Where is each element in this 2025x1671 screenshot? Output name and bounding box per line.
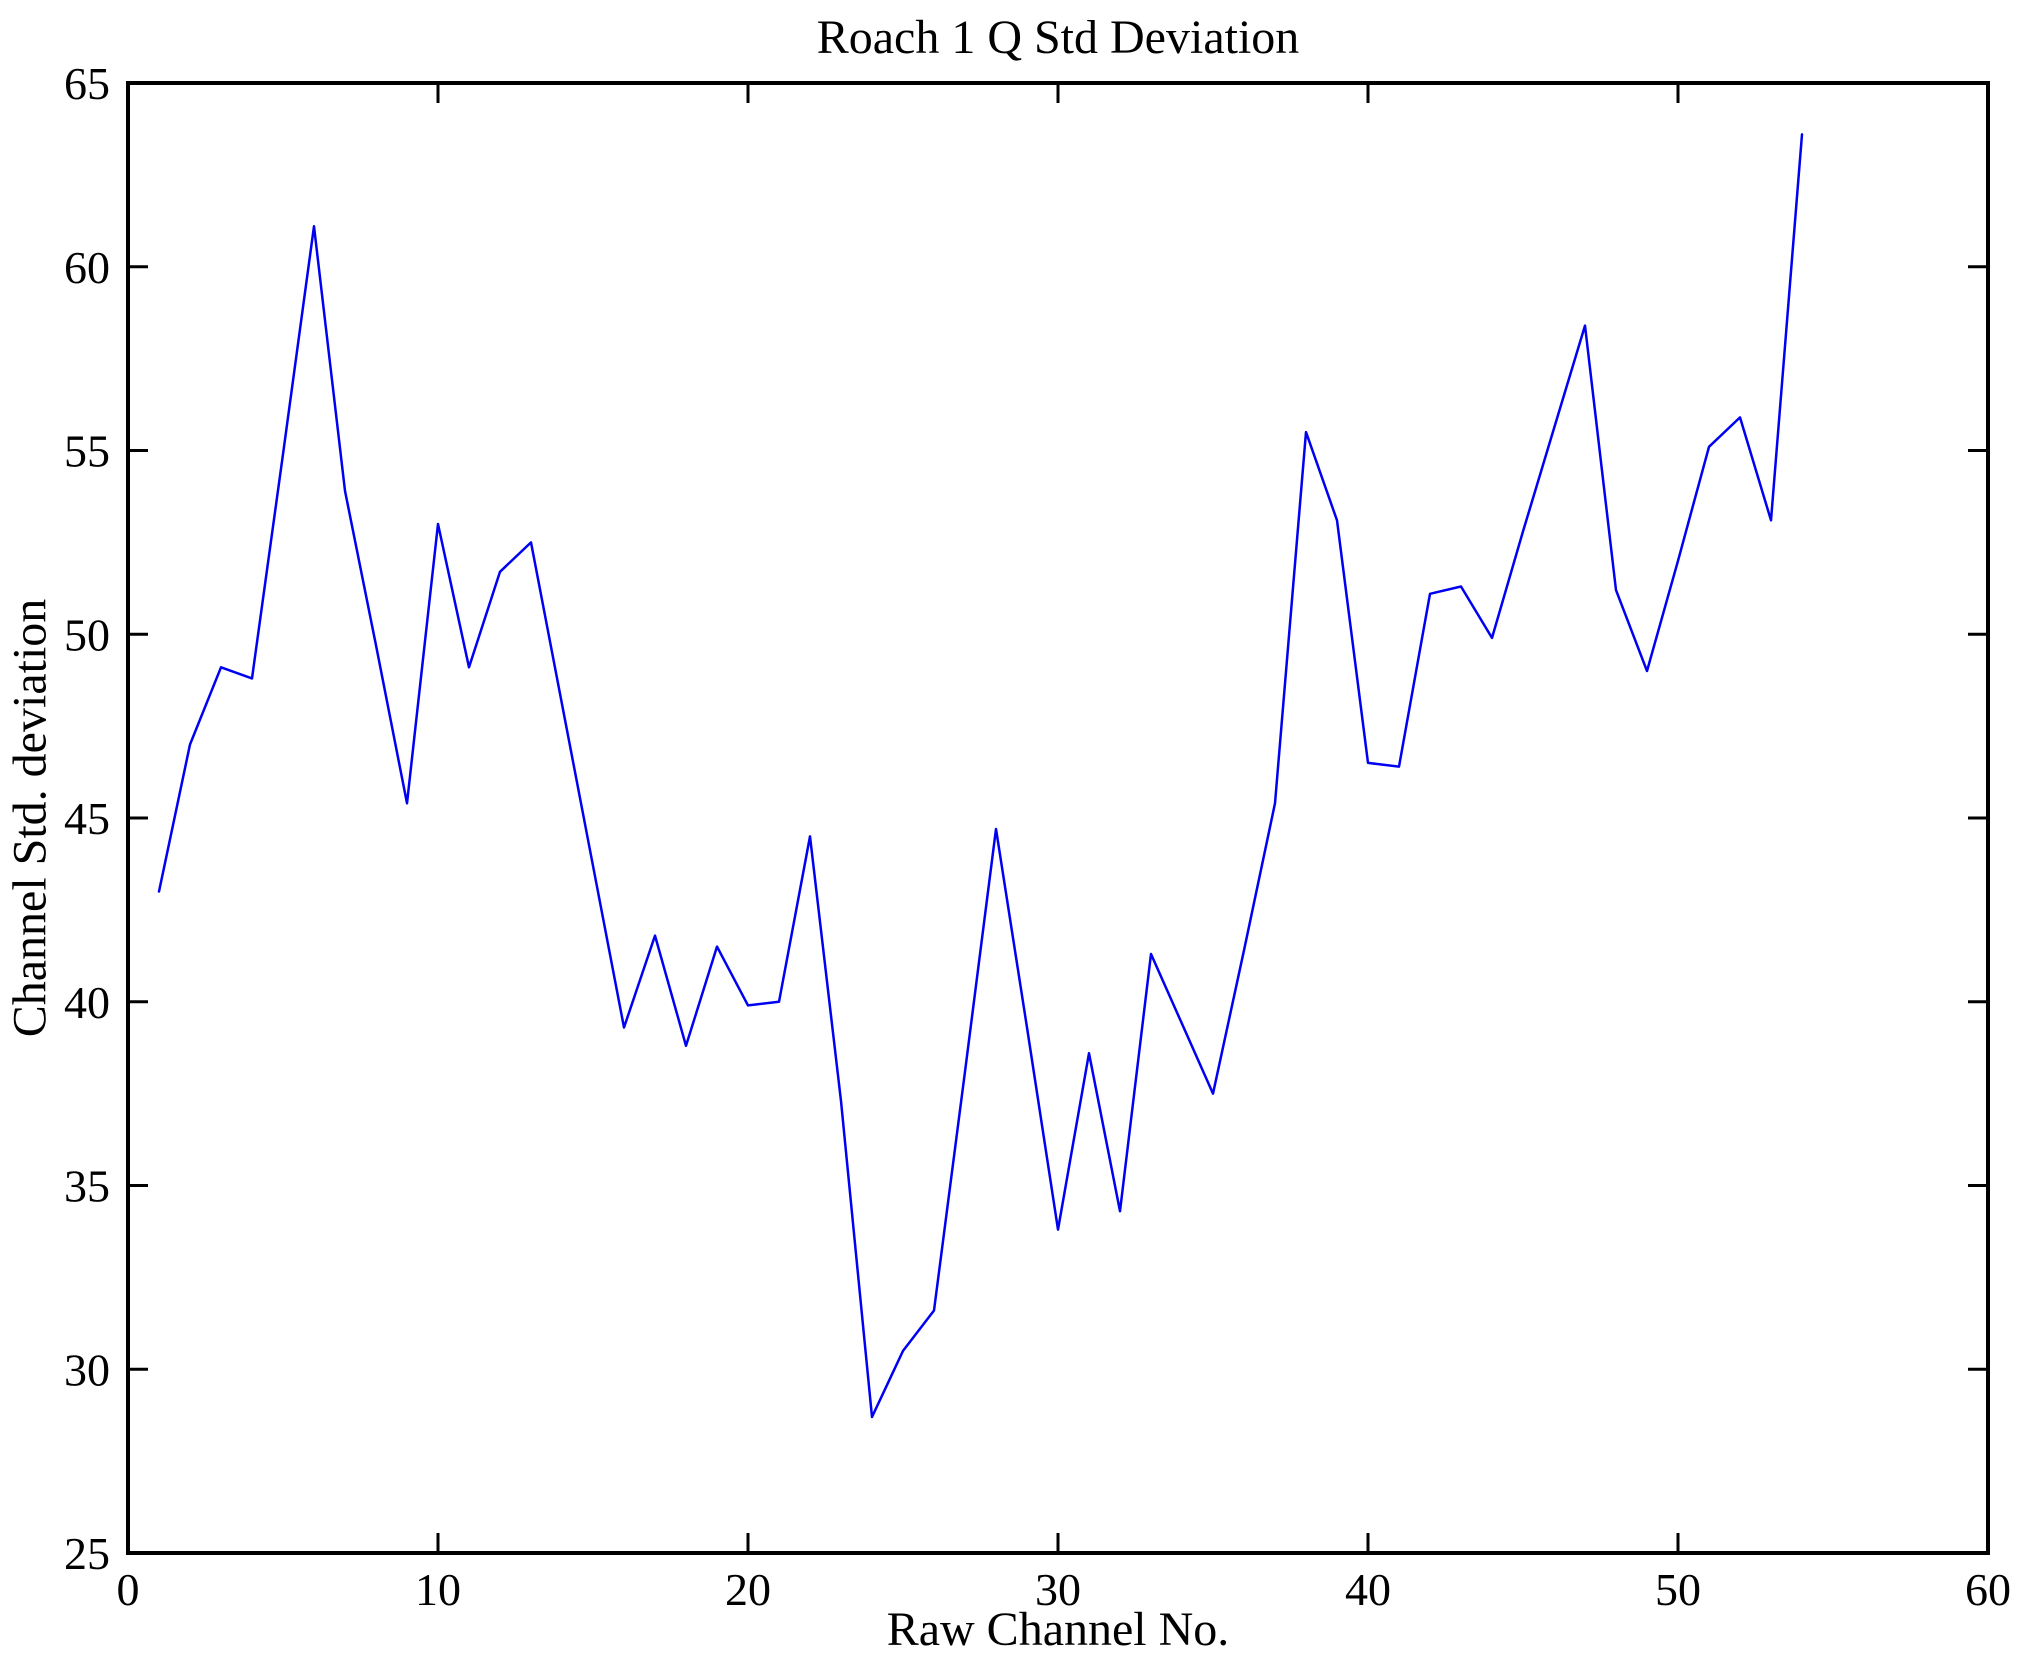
x-axis-label: Raw Channel No. [886, 1603, 1230, 1656]
x-tick-label: 30 [1035, 1564, 1081, 1615]
y-tick-label: 60 [64, 242, 110, 293]
data-line [157, 133, 1804, 1419]
y-tick-label: 50 [64, 609, 110, 660]
y-tick-label: 45 [64, 793, 110, 844]
y-tick-label: 55 [64, 426, 110, 477]
x-tick-label: 20 [725, 1564, 771, 1615]
x-tick-label: 10 [415, 1564, 461, 1615]
x-tick-label: 50 [1655, 1564, 1701, 1615]
chart-title: Roach 1 Q Std Deviation [816, 11, 1300, 64]
axis-box [126, 81, 1990, 1555]
x-tick-label: 40 [1345, 1564, 1391, 1615]
y-tick-label: 40 [64, 977, 110, 1028]
x-tick-label: 60 [1965, 1564, 2011, 1615]
x-tick-label: 0 [117, 1564, 140, 1615]
y-tick-label: 65 [64, 58, 110, 109]
y-tick-label: 25 [64, 1528, 110, 1579]
y-tick-label: 35 [64, 1161, 110, 1212]
y-tick-label: 30 [64, 1344, 110, 1395]
